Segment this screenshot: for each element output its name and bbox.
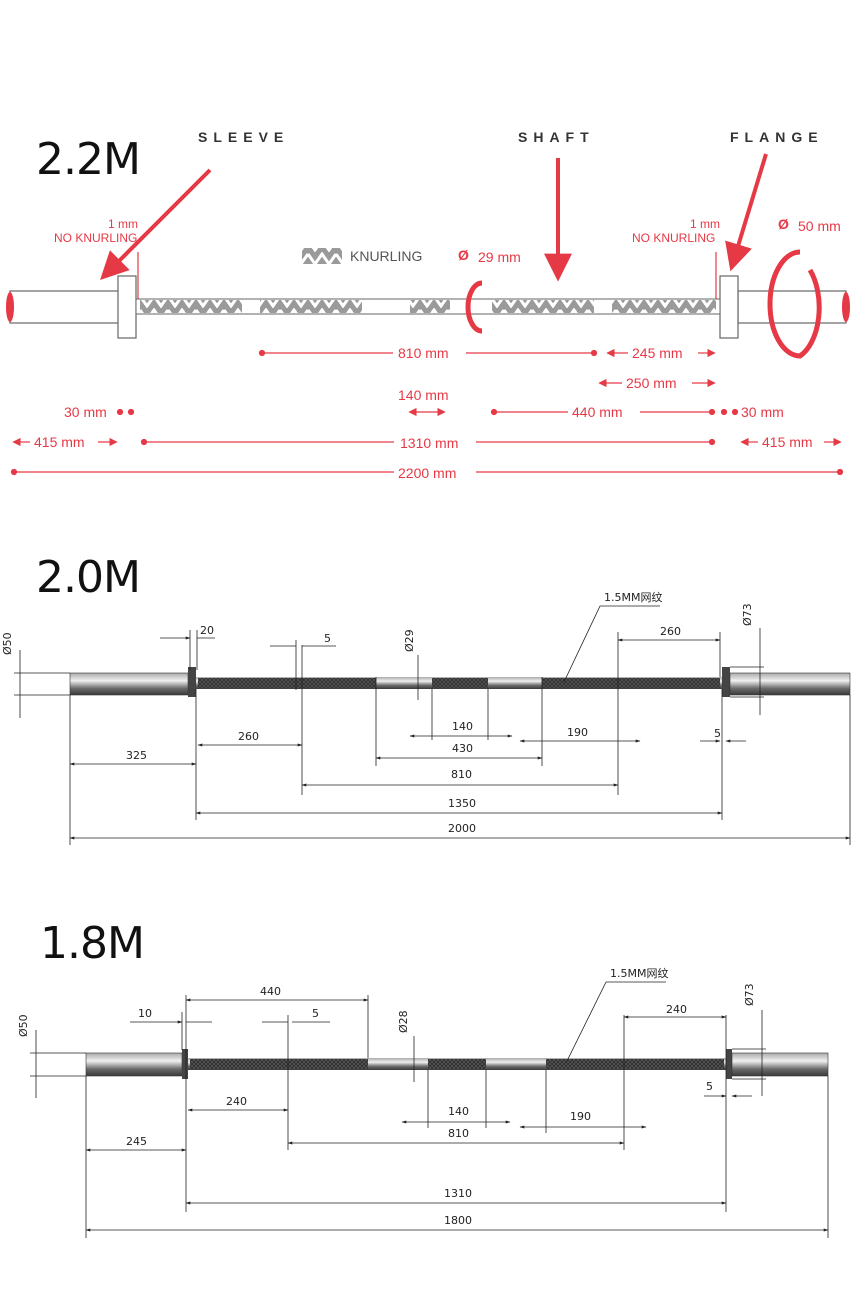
dim-1310: 1310 mm — [400, 435, 459, 451]
dim-190: 190 — [567, 726, 588, 739]
dia-50-label: Ø50 — [1, 632, 14, 655]
knurl-segment — [140, 300, 242, 313]
dim-810: 810 — [448, 1127, 469, 1140]
section-title-2-0m: 2.0M — [36, 552, 141, 603]
dim-415-left: 415 mm — [34, 434, 85, 450]
dia-73-label: Ø73 — [743, 983, 756, 1006]
dim-430: 430 — [452, 742, 473, 755]
dim-240-right: 240 — [666, 1003, 687, 1016]
left-flange — [117, 275, 137, 339]
knurl-segment — [492, 300, 594, 313]
knurling-legend-label: KNURLING — [350, 248, 423, 264]
no-knurl-left-text: NO KNURLING — [54, 231, 138, 245]
no-knurl-right-mm: 1 mm — [690, 217, 720, 231]
dim-440: 440 mm — [572, 404, 623, 420]
dim-440: 440 — [260, 985, 281, 998]
dim-5-right: 5 — [706, 1080, 713, 1093]
dim-5-top: 5 — [324, 632, 331, 645]
knurl-segment — [410, 300, 450, 313]
dim-240-left: 240 — [226, 1095, 247, 1108]
flange-label: FLANGE — [730, 129, 824, 145]
dim-140: 140 mm — [398, 387, 449, 403]
barbell-22-drawing — [6, 153, 850, 476]
section-title-1-8m: 1.8M — [40, 918, 145, 969]
dim-190: 190 — [570, 1110, 591, 1123]
flange-diameter: 50 mm — [798, 218, 841, 234]
dim-810: 810 mm — [398, 345, 449, 361]
dim-245: 245 — [126, 1135, 147, 1148]
dim-5-top: 5 — [312, 1007, 319, 1020]
right-sleeve — [737, 290, 847, 324]
left-sleeve — [9, 290, 121, 324]
dim-260-right: 260 — [660, 625, 681, 638]
callout-label: 1.5MM网纹 — [604, 591, 663, 604]
dim-1800: 1800 — [444, 1214, 472, 1227]
dim-260-left: 260 — [238, 730, 259, 743]
dim-810: 810 — [451, 768, 472, 781]
dim-1310: 1310 — [444, 1187, 472, 1200]
no-knurl-left-mm: 1 mm — [108, 217, 138, 231]
right-sleeve-end — [842, 292, 850, 322]
section-title-2-2m: 2.2M — [36, 134, 141, 185]
dia-29-label: Ø29 — [403, 629, 416, 652]
dim-2000: 2000 — [448, 822, 476, 835]
dim-30-right: 30 mm — [741, 404, 784, 420]
knurling-legend-icon — [302, 248, 342, 264]
shaft-diameter-icon: Ø — [458, 247, 469, 263]
dia-73-label: Ø73 — [741, 603, 754, 626]
dia-50-label: Ø50 — [17, 1014, 30, 1037]
dim-140: 140 — [448, 1105, 469, 1118]
sleeve-label: SLEEVE — [198, 129, 290, 145]
dim-140: 140 — [452, 720, 473, 733]
dim-2200: 2200 mm — [398, 465, 457, 481]
dim-325: 325 — [126, 749, 147, 762]
callout-label: 1.5MM网纹 — [610, 967, 669, 980]
dim-245: 245 mm — [632, 345, 683, 361]
dim-1350: 1350 — [448, 797, 476, 810]
dim-250: 250 mm — [626, 375, 677, 391]
no-knurl-right-text: NO KNURLING — [632, 231, 716, 245]
dia-28-label: Ø28 — [397, 1010, 410, 1033]
flange-diameter-icon: Ø — [778, 216, 789, 232]
right-flange — [719, 275, 739, 339]
dim-5-right: 5 — [714, 727, 721, 740]
dim-20: 20 — [200, 624, 214, 637]
knurl-segment — [260, 300, 362, 313]
left-sleeve-end — [6, 292, 14, 322]
shaft-label: SHAFT — [518, 129, 595, 145]
shaft-diameter: 29 mm — [478, 249, 521, 265]
dim-415-right: 415 mm — [762, 434, 813, 450]
dim-10: 10 — [138, 1007, 152, 1020]
knurl-segment — [612, 300, 716, 313]
dim-30-left: 30 mm — [64, 404, 107, 420]
